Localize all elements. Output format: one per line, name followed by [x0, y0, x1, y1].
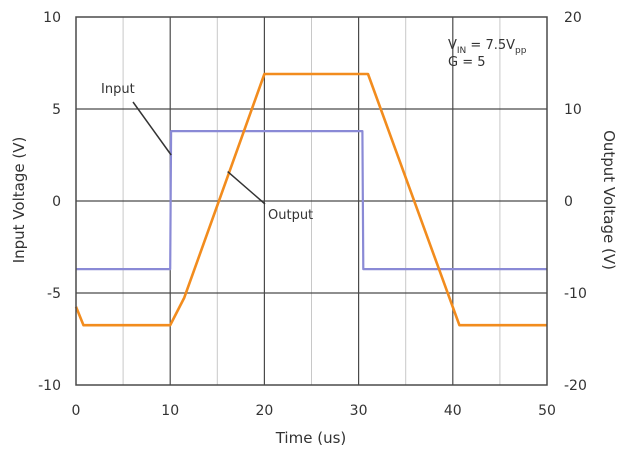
- input-series-label: Input: [101, 82, 135, 97]
- tick-labels: 0 10 20 30 40 50 -10 -5 0 5 10 -20 -10 0 10 20: [38, 10, 587, 419]
- x-tick-label: 50: [538, 403, 556, 419]
- x-tick-label: 40: [444, 403, 462, 419]
- callouts: Input Output: [101, 82, 313, 223]
- output-leader-line: [227, 170, 266, 205]
- output-series-label: Output: [268, 208, 313, 223]
- y-left-tick-label: 10: [43, 10, 61, 26]
- plot-frame: [75, 16, 548, 386]
- series-line-output: [74, 72, 547, 327]
- x-tick-label: 10: [161, 403, 179, 419]
- y-right-tick-label: 0: [564, 194, 573, 210]
- y-left-tick-label: -5: [47, 286, 61, 302]
- y-right-tick-label: -10: [564, 286, 587, 302]
- x-tick-label: 30: [350, 403, 368, 419]
- y-axis-right-title: Output Voltage (V): [600, 130, 618, 270]
- vin-annotation: VIN = 7.5Vpp: [448, 38, 527, 56]
- x-tick-label: 0: [72, 403, 81, 419]
- y-right-tick-label: -20: [564, 378, 587, 394]
- y-right-tick-label: 10: [564, 102, 582, 118]
- x-axis-title: Time (us): [275, 429, 347, 447]
- y-left-tick-label: -10: [38, 378, 61, 394]
- y-left-tick-label: 0: [52, 194, 61, 210]
- x-tick-label: 20: [255, 403, 273, 419]
- y-right-tick-label: 20: [564, 10, 582, 26]
- series-layer: [74, 72, 547, 327]
- y-left-tick-label: 5: [52, 102, 61, 118]
- series-line-input: [76, 130, 547, 271]
- gain-annotation: G = 5: [448, 55, 486, 70]
- grid: [76, 17, 547, 385]
- input-leader-line: [132, 101, 172, 156]
- y-axis-left-title: Input Voltage (V): [10, 137, 28, 264]
